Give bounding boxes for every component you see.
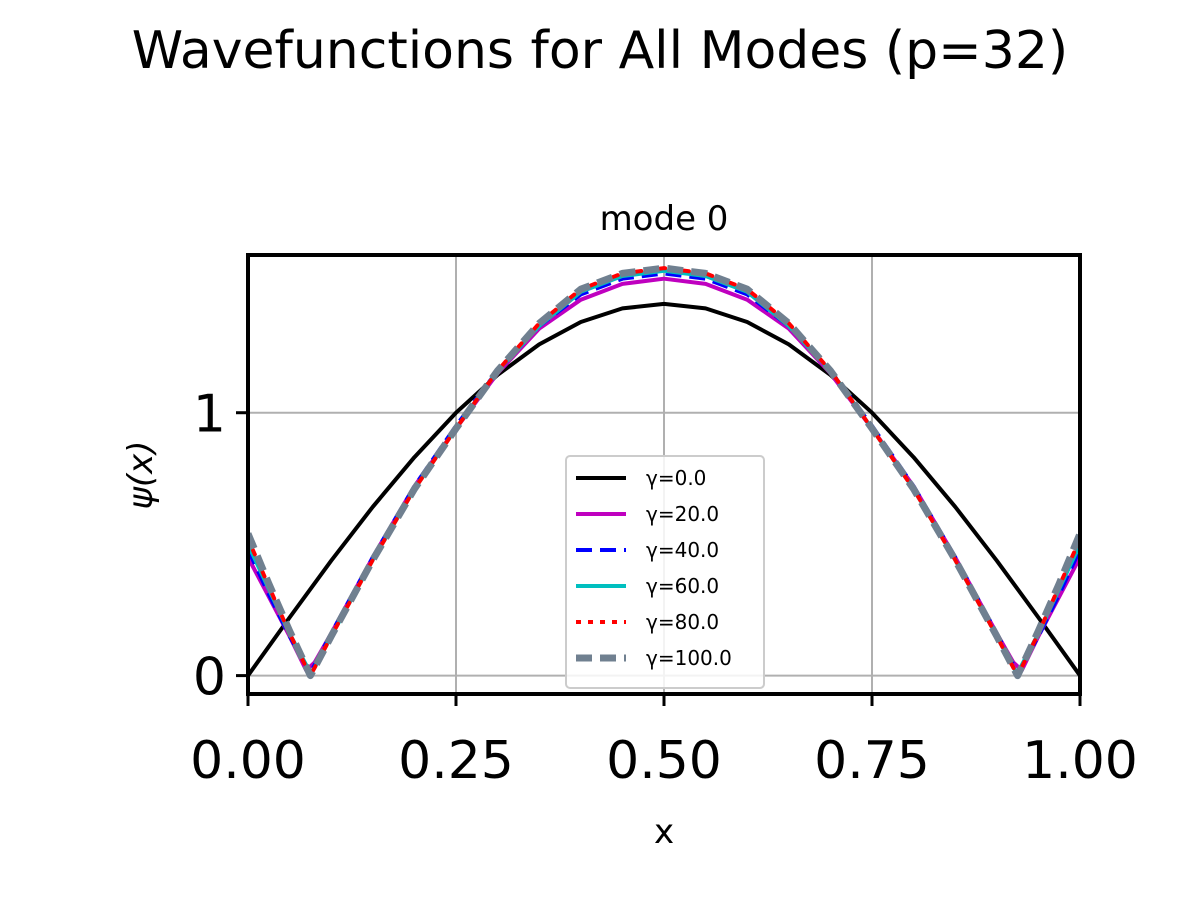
legend-label: γ=100.0 bbox=[646, 646, 732, 670]
x-tick-label: 0.50 bbox=[606, 731, 722, 791]
legend-label: γ=40.0 bbox=[646, 538, 719, 562]
chart-title: mode 0 bbox=[600, 199, 729, 239]
x-tick-label: 0.00 bbox=[190, 731, 306, 791]
axis-ticks: 0.00 0.25 0.50 0.75 1.00 0 1 bbox=[190, 385, 1138, 791]
x-tick-label: 0.25 bbox=[398, 731, 514, 791]
legend-label: γ=20.0 bbox=[646, 502, 719, 526]
series-lines bbox=[248, 264, 1080, 680]
legend: γ=0.0 γ=20.0 γ=40.0 γ=60.0 γ=80.0 γ=100.0 bbox=[565, 455, 765, 689]
legend-label: γ=80.0 bbox=[646, 610, 719, 634]
series-line-5 bbox=[248, 264, 1080, 680]
y-tick-label: 0 bbox=[193, 648, 226, 708]
x-tick-label: 0.75 bbox=[814, 731, 930, 791]
y-axis-label: ψ(x) bbox=[121, 440, 161, 509]
y-tick-label: 1 bbox=[193, 385, 226, 445]
legend-label: γ=0.0 bbox=[646, 466, 706, 490]
x-tick-label: 1.00 bbox=[1022, 731, 1138, 791]
series-line-0 bbox=[248, 301, 1080, 677]
x-axis-label: x bbox=[654, 812, 674, 852]
legend-label: γ=60.0 bbox=[646, 574, 719, 598]
figure-suptitle: Wavefunctions for All Modes (p=32) bbox=[132, 21, 1068, 81]
